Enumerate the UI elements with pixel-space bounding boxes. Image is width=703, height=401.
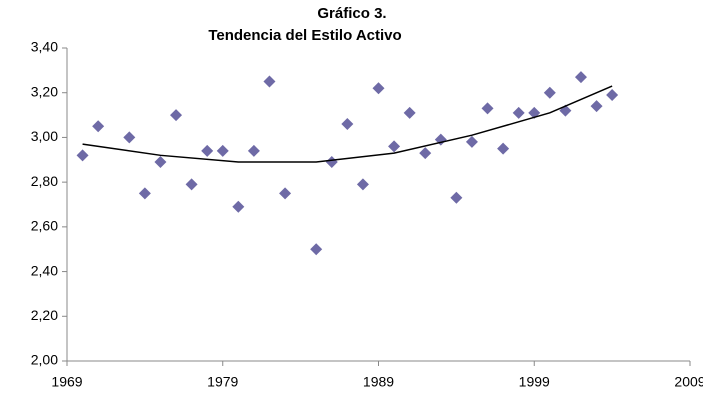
data-point	[185, 178, 198, 191]
data-point	[450, 191, 463, 204]
data-point	[247, 144, 260, 157]
data-point	[154, 156, 167, 169]
data-point	[325, 156, 338, 169]
data-point	[372, 82, 385, 95]
y-tick-label: 2,60	[31, 218, 58, 234]
data-point	[92, 120, 105, 133]
y-tick-label: 2,80	[31, 173, 58, 189]
data-point	[481, 102, 494, 115]
data-point	[232, 200, 245, 213]
data-point	[310, 243, 323, 256]
data-point	[123, 131, 136, 144]
data-point	[465, 135, 478, 148]
chart-title: Gráfico 3.	[317, 5, 386, 22]
y-tick-label: 2,40	[31, 262, 58, 278]
data-point	[590, 100, 603, 113]
y-tick-label: 2,00	[31, 352, 58, 368]
x-tick-label: 1979	[207, 374, 238, 390]
data-point	[279, 187, 292, 200]
y-tick-label: 3,40	[31, 39, 58, 55]
data-point	[263, 75, 276, 88]
data-point	[543, 86, 556, 99]
data-point	[341, 118, 354, 131]
data-point	[388, 140, 401, 153]
data-point	[356, 178, 369, 191]
data-point	[403, 106, 416, 119]
trend-line	[82, 85, 613, 163]
x-tick-label: 2009	[674, 374, 703, 390]
data-point	[170, 109, 183, 122]
data-point	[76, 149, 89, 162]
y-tick-label: 3,00	[31, 128, 58, 144]
y-tick-label: 2,20	[31, 307, 58, 323]
y-tick-label: 3,20	[31, 83, 58, 99]
data-point	[574, 71, 587, 84]
data-point	[138, 187, 151, 200]
x-tick-label: 1989	[363, 374, 394, 390]
data-point	[512, 106, 525, 119]
data-point	[216, 144, 229, 157]
data-point	[419, 147, 432, 160]
data-point	[497, 142, 510, 155]
x-tick-label: 1969	[51, 374, 82, 390]
x-tick-label: 1999	[519, 374, 550, 390]
chart-title: Tendencia del Estilo Activo	[208, 27, 401, 44]
data-point	[606, 88, 619, 101]
data-point	[201, 144, 214, 157]
